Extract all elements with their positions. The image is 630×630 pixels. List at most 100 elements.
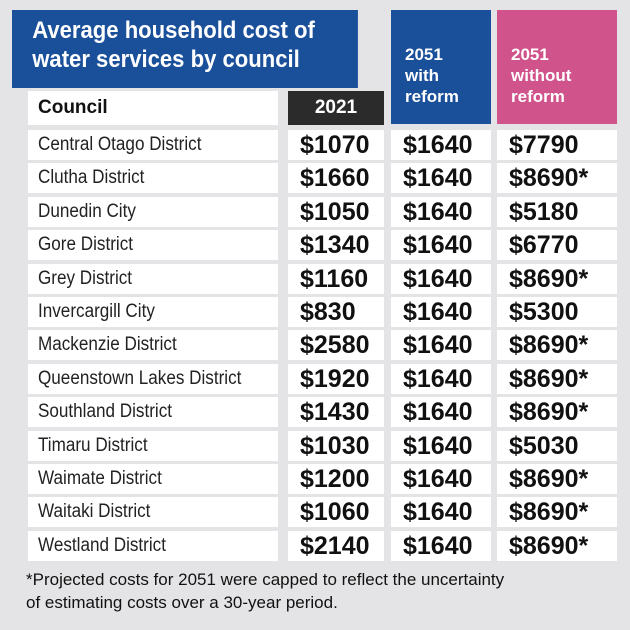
cost-2051-without-reform-cell: $8690* [497, 263, 617, 294]
cost-2051-with-reform-cell: $1640 [391, 363, 491, 394]
council-cell: Dunedin City [28, 196, 278, 227]
cost-2021-cell: $1070 [288, 130, 384, 160]
header-without-reform-line-2: without [511, 66, 572, 85]
cost-2051-without-reform-cell-text: $8690* [509, 398, 589, 427]
cost-2021-cell-text: $1660 [300, 164, 370, 193]
cost-2051-without-reform-cell-text: $8690* [509, 465, 589, 493]
cost-2051-with-reform-cell-text: $1640 [403, 331, 473, 360]
cost-2021-cell-text: $1070 [300, 131, 370, 159]
cost-2021-cell: $1060 [288, 497, 384, 528]
cost-2021-cell: $830 [288, 297, 384, 327]
council-cell: Mackenzie District [28, 330, 278, 361]
cost-2051-with-reform-cell-text: $1640 [403, 364, 473, 393]
cost-2021-cell: $2580 [288, 330, 384, 361]
cost-2051-with-reform-cell: $1640 [391, 130, 491, 160]
header-2051-with-reform: 2051 with reform [391, 10, 491, 124]
council-cell: Grey District [28, 263, 278, 294]
cost-2021-cell: $1050 [288, 196, 384, 227]
council-cell: Queenstown Lakes District [28, 363, 278, 394]
cost-2051-with-reform-cell: $1640 [391, 263, 491, 294]
cost-2051-with-reform-cell: $1640 [391, 530, 491, 561]
cost-2021-cell-text: $2580 [300, 331, 370, 360]
council-cell-text: Clutha District [38, 167, 145, 189]
cost-2051-with-reform-cell-text: $1640 [403, 164, 473, 193]
cost-2021-cell-text: $1920 [300, 364, 370, 393]
council-cell: Waimate District [28, 464, 278, 494]
council-cell: Central Otago District [28, 130, 278, 160]
cost-2051-without-reform-cell-text: $5300 [509, 298, 579, 326]
cost-2021-cell: $1430 [288, 397, 384, 428]
footnote: *Projected costs for 2051 were capped to… [26, 568, 626, 614]
table-title: Average household cost of water services… [12, 10, 358, 88]
cost-2051-without-reform-cell: $8690* [497, 530, 617, 561]
cost-2051-without-reform-cell: $8690* [497, 497, 617, 528]
cost-2021-cell: $1030 [288, 430, 384, 461]
footnote-line-2: of estimating costs over a 30-year perio… [26, 593, 338, 612]
council-cell-text: Central Otago District [38, 134, 202, 155]
cost-2051-without-reform-cell: $8690* [497, 397, 617, 428]
cost-2051-with-reform-cell-text: $1640 [403, 131, 473, 159]
header-with-reform-line-3: reform [405, 87, 459, 106]
header-council: Council [28, 91, 278, 125]
council-cell: Gore District [28, 230, 278, 261]
cost-2051-without-reform-cell-text: $8690* [509, 264, 589, 293]
header-without-reform-line-3: reform [511, 87, 565, 106]
cost-2051-with-reform-cell-text: $1640 [403, 465, 473, 493]
cost-2021-cell-text: $1060 [300, 498, 370, 527]
council-cell-text: Timaru District [38, 434, 148, 456]
cost-2051-without-reform-cell: $6770 [497, 230, 617, 261]
cost-2051-with-reform-cell-text: $1640 [403, 264, 473, 293]
cost-2051-without-reform-cell-text: $5030 [509, 431, 579, 460]
cost-2051-without-reform-cell: $8690* [497, 330, 617, 361]
cost-2021-cell-text: $1340 [300, 231, 370, 260]
cost-2021-cell-text: $1430 [300, 398, 370, 427]
cost-2051-without-reform-cell-text: $8690* [509, 498, 589, 527]
cost-2051-without-reform-cell-text: $5180 [509, 197, 579, 226]
cost-2051-with-reform-cell: $1640 [391, 297, 491, 327]
council-cell: Clutha District [28, 163, 278, 194]
council-cell-text: Waimate District [38, 468, 162, 489]
cost-2051-without-reform-cell-text: $8690* [509, 364, 589, 393]
cost-2021-cell-text: $1030 [300, 431, 370, 460]
cost-2051-without-reform-cell: $5180 [497, 196, 617, 227]
council-cell: Southland District [28, 397, 278, 428]
cost-2051-without-reform-cell-text: $6770 [509, 231, 579, 260]
cost-2051-with-reform-cell-text: $1640 [403, 298, 473, 326]
cost-2051-without-reform-cell-text: $8690* [509, 164, 589, 193]
cost-2051-with-reform-cell: $1640 [391, 163, 491, 194]
cost-2051-without-reform-cell: $7790 [497, 130, 617, 160]
council-cell-text: Queenstown Lakes District [38, 367, 242, 389]
cost-2021-cell-text: $830 [300, 298, 356, 326]
header-2051-without-reform: 2051 without reform [497, 10, 617, 124]
cost-2051-with-reform-cell: $1640 [391, 330, 491, 361]
cost-2051-without-reform-cell: $8690* [497, 163, 617, 194]
header-with-reform-line-2: with [405, 66, 439, 85]
cost-2021-cell-text: $1200 [300, 465, 370, 493]
cost-2051-with-reform-cell: $1640 [391, 430, 491, 461]
cost-2051-with-reform-cell-text: $1640 [403, 531, 473, 560]
cost-2051-with-reform-cell: $1640 [391, 464, 491, 494]
cost-2051-with-reform-cell: $1640 [391, 397, 491, 428]
council-cell-text: Waitaki District [38, 501, 151, 523]
cost-2051-without-reform-cell: $5030 [497, 430, 617, 461]
council-cell: Invercargill City [28, 297, 278, 327]
footnote-line-1: *Projected costs for 2051 were capped to… [26, 570, 505, 589]
council-cell-text: Gore District [38, 234, 134, 256]
cost-2021-cell: $1920 [288, 363, 384, 394]
header-without-reform-line-1: 2051 [511, 45, 549, 64]
cost-2051-with-reform-cell: $1640 [391, 230, 491, 261]
cost-2051-with-reform-cell: $1640 [391, 497, 491, 528]
cost-2021-cell: $1340 [288, 230, 384, 261]
cost-2051-with-reform-cell-text: $1640 [403, 197, 473, 226]
council-cell: Timaru District [28, 430, 278, 461]
cost-2051-without-reform-cell: $8690* [497, 363, 617, 394]
header-with-reform-line-1: 2051 [405, 45, 443, 64]
council-cell: Waitaki District [28, 497, 278, 528]
title-line-2: water services by council [32, 46, 300, 73]
cost-2021-cell: $1200 [288, 464, 384, 494]
council-cell-text: Invercargill City [38, 301, 155, 322]
cost-2021-cell: $1660 [288, 163, 384, 194]
cost-2051-without-reform-cell: $8690* [497, 464, 617, 494]
cost-2021-cell: $1160 [288, 263, 384, 294]
cost-2021-cell: $2140 [288, 530, 384, 561]
